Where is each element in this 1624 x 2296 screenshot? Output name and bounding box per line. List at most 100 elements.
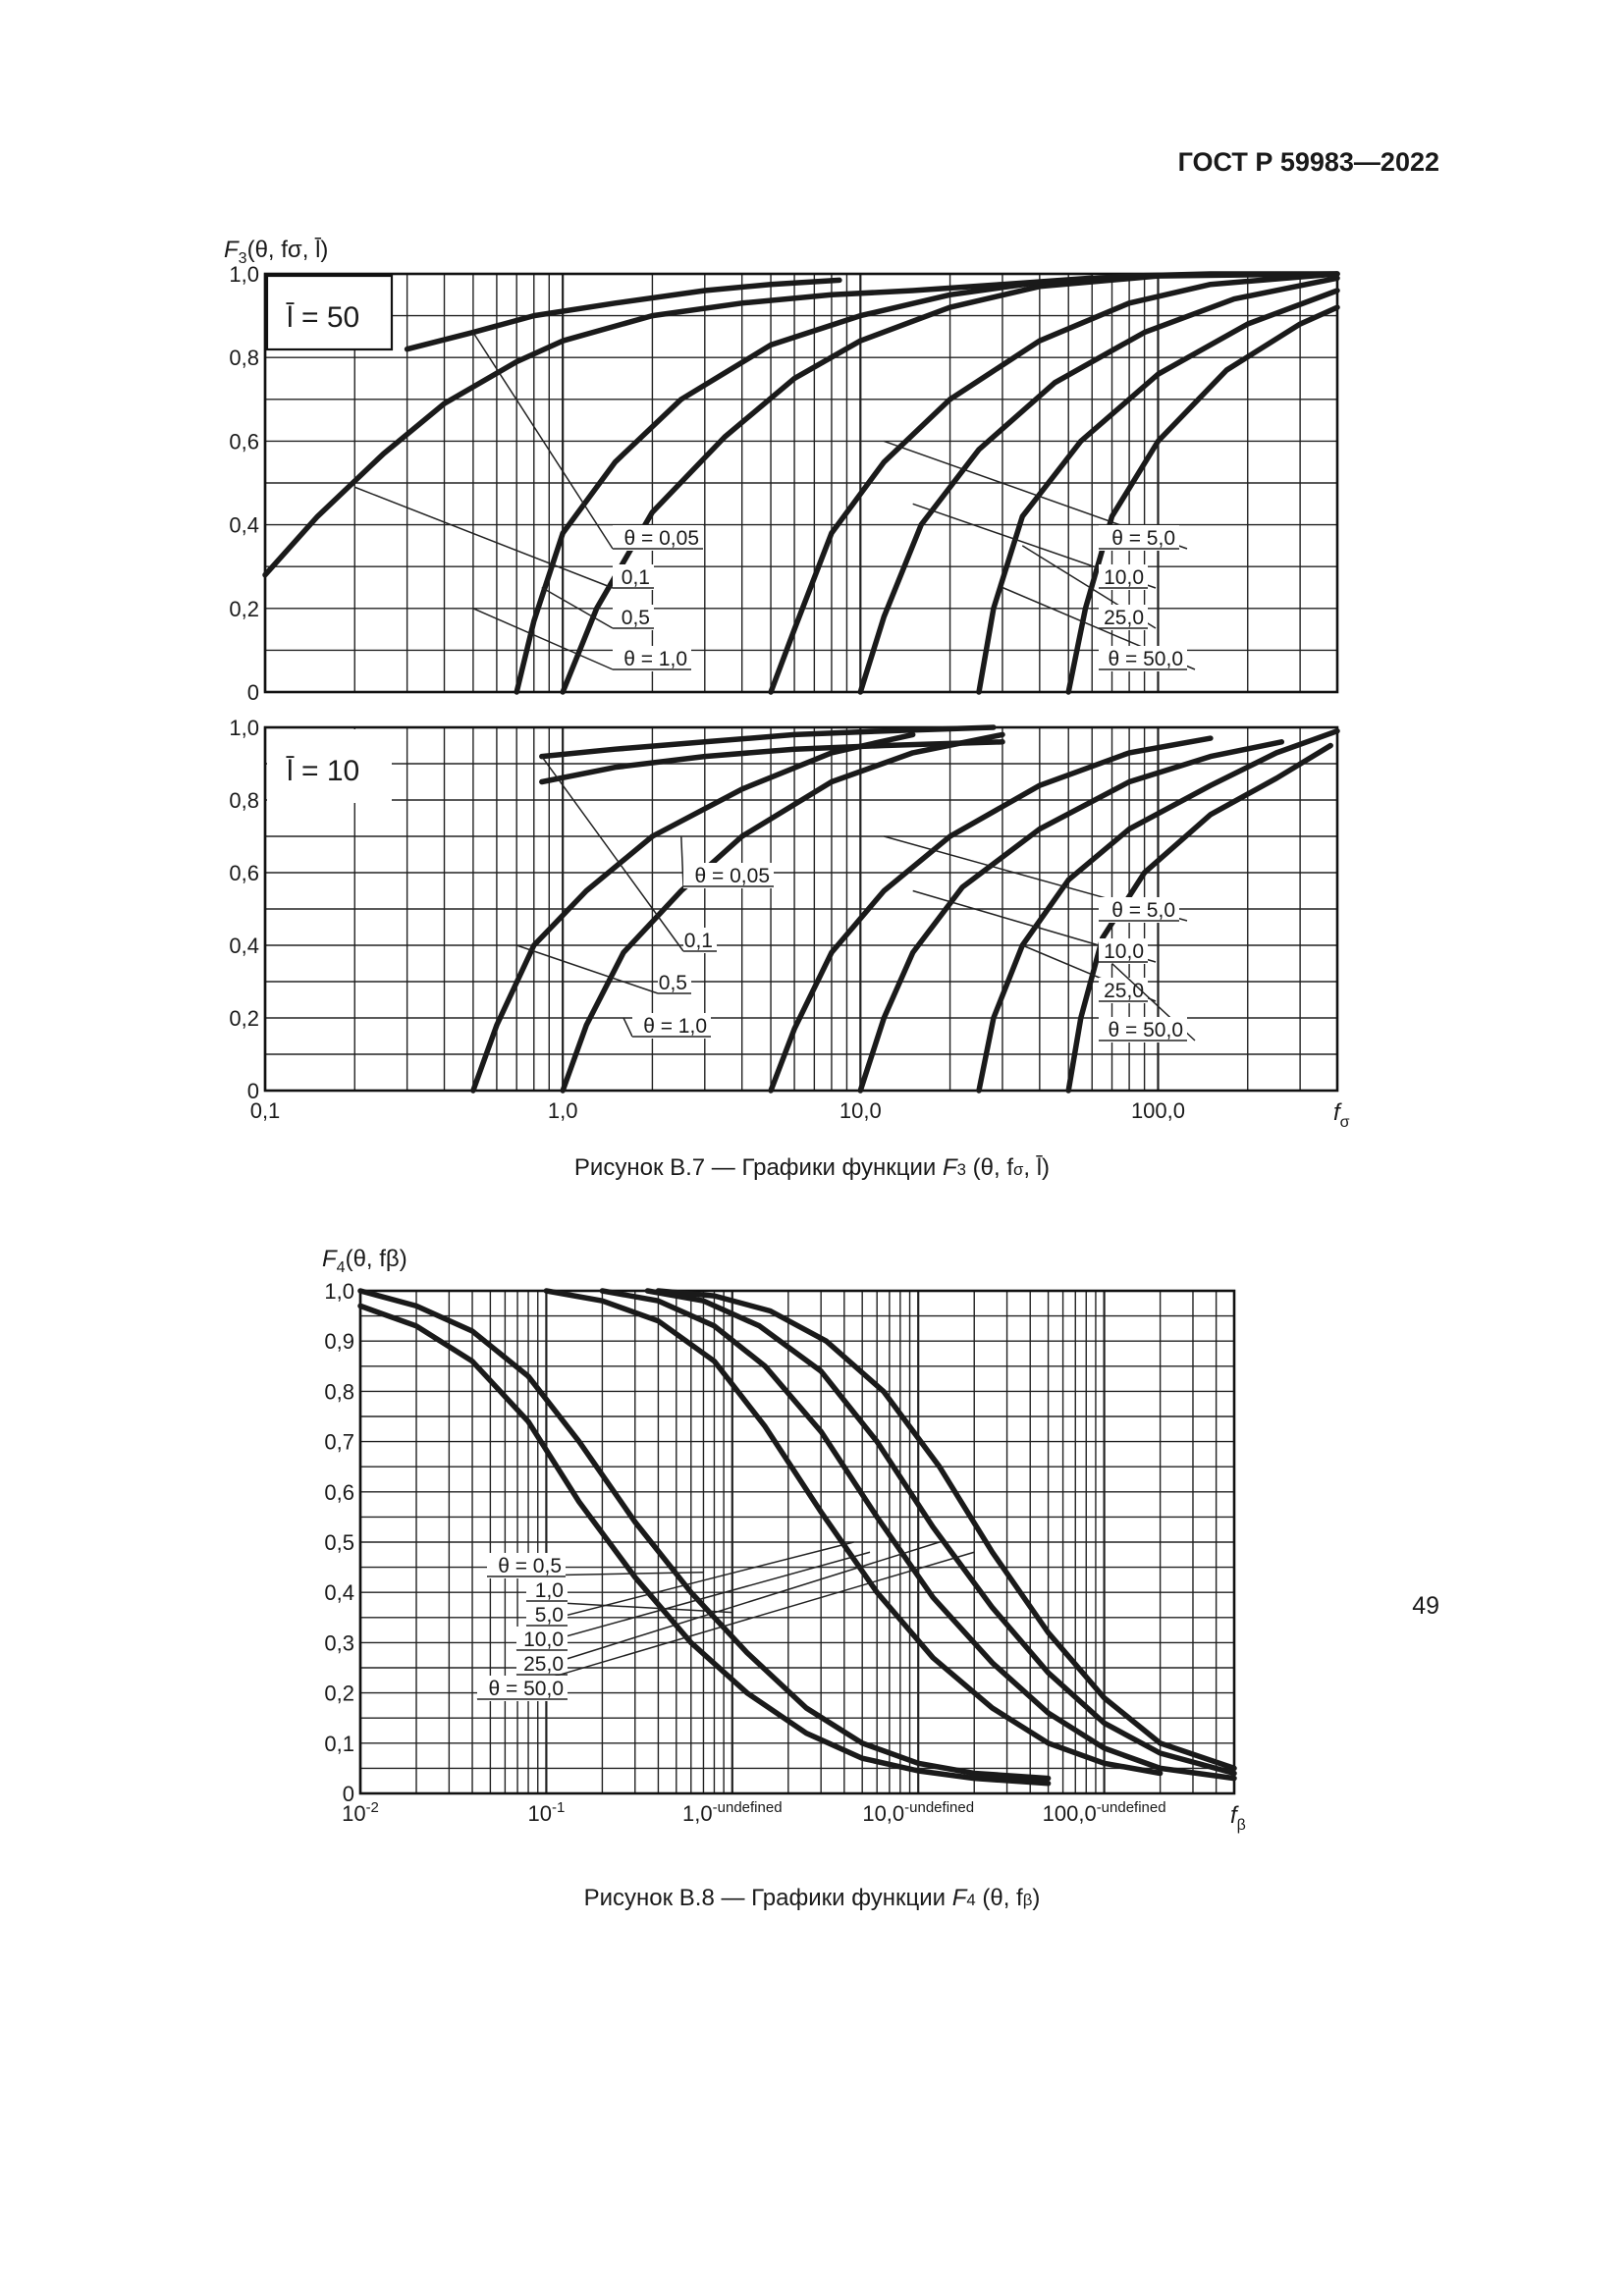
caption-func-sub: 3 <box>956 1160 967 1179</box>
label-leader <box>541 586 614 629</box>
series-line <box>539 739 1005 785</box>
y-axis-title-args: (θ, fβ) <box>346 1246 407 1272</box>
y-tick-label: 0 <box>247 1079 259 1103</box>
series-label: θ = 50,0 <box>1109 648 1183 670</box>
y-axis-title-sub: 4 <box>337 1259 346 1276</box>
y-tick-label: 0,8 <box>229 788 259 813</box>
y-tick-label: 0,5 <box>324 1530 354 1555</box>
label-bg <box>613 646 691 671</box>
y-tick-label: 0,6 <box>229 861 259 885</box>
label-leader <box>515 1551 871 1651</box>
series-label: 5,0 <box>535 1604 564 1627</box>
page-number: 49 <box>1412 1592 1439 1620</box>
series-line <box>857 739 1285 1094</box>
label-leader <box>515 1541 941 1676</box>
series-label: 1,0 <box>535 1579 564 1602</box>
x-tick-label: 100,0 <box>1131 1098 1185 1123</box>
series-label: 0,1 <box>622 566 650 589</box>
label-bg <box>487 1553 566 1578</box>
series-line <box>1065 742 1333 1094</box>
label-bg <box>1099 1017 1187 1042</box>
y-tick-label: 0,6 <box>324 1480 354 1505</box>
plot-frame <box>263 725 1339 1093</box>
y-tick-label: 0 <box>343 1782 354 1806</box>
panel-label: l̄ = 10 <box>286 755 360 787</box>
label-bg <box>613 564 654 590</box>
series-label: θ = 1,0 <box>623 648 687 670</box>
series-label: 0,1 <box>684 930 713 952</box>
y-tick-label: 0,8 <box>229 346 259 370</box>
series-line <box>357 1288 1052 1782</box>
figure-b8-caption: Рисунок В.8 — Графики функции F4 (θ, fβ) <box>0 1885 1624 1912</box>
x-tick-label: 0,1 <box>250 1098 281 1123</box>
series-label: 0,5 <box>659 972 687 994</box>
y-tick-label: 1,0 <box>229 716 259 740</box>
label-bg <box>1099 646 1187 671</box>
y-tick-label: 0,8 <box>324 1379 354 1404</box>
y-axis-title: F3(θ, fσ, l̄) <box>224 237 328 267</box>
series-label: 10,0 <box>523 1629 564 1651</box>
panel-label: l̄ = 50 <box>286 301 360 334</box>
caption-func: F <box>943 1154 957 1181</box>
y-axis-title-func: F <box>322 1246 338 1272</box>
label-leader <box>476 1551 975 1700</box>
label-bg <box>613 605 654 630</box>
series-label: θ = 0,5 <box>498 1555 562 1577</box>
y-tick-label: 0,3 <box>324 1630 354 1655</box>
series-line <box>357 1303 1052 1787</box>
figure-b7-caption: Рисунок В.7 — Графики функции F3 (θ, fσ,… <box>0 1154 1624 1182</box>
label-bg <box>683 863 774 888</box>
label-leader <box>525 1541 854 1627</box>
label-bg <box>1099 605 1148 630</box>
x-tick-exponent: -undefined <box>904 1799 974 1816</box>
x-tick-label: 10-1 <box>527 1799 565 1826</box>
series-line <box>1065 304 1340 695</box>
y-tick-label: 0 <box>247 680 259 705</box>
y-axis-title-sub: 3 <box>239 250 247 267</box>
panel-label-bg <box>267 729 392 803</box>
caption-prefix: Рисунок В.7 — Графики функции <box>573 1154 943 1181</box>
series-label: 10,0 <box>1104 566 1144 589</box>
y-axis-title: F4(θ, fβ) <box>322 1246 407 1276</box>
label-leader <box>541 756 684 952</box>
standard-header: ГОСТ Р 59983—2022 <box>1177 147 1439 177</box>
series-line <box>976 288 1340 695</box>
plot-frame <box>358 1289 1236 1795</box>
series-line <box>404 277 842 352</box>
series-label: 10,0 <box>1104 940 1144 963</box>
series-line <box>599 1288 1237 1782</box>
x-tick-exponent: -1 <box>552 1799 565 1816</box>
caption-func-sub: 4 <box>966 1891 976 1909</box>
caption-args-end: , l̄) <box>1023 1154 1051 1181</box>
series-label: θ = 5,0 <box>1111 899 1175 922</box>
series-label: θ = 50,0 <box>1109 1019 1183 1041</box>
label-bg <box>683 928 717 953</box>
label-bg <box>1099 564 1148 590</box>
label-bg <box>1099 525 1179 551</box>
y-tick-label: 1,0 <box>229 262 259 287</box>
label-leader <box>472 332 614 550</box>
series-line <box>655 1288 1237 1772</box>
label-leader <box>623 1017 633 1038</box>
label-bg <box>526 1577 568 1603</box>
y-tick-label: 0,9 <box>324 1329 354 1354</box>
y-tick-label: 0,4 <box>229 513 259 538</box>
x-axis-label-sub: β <box>1237 1817 1246 1834</box>
y-tick-label: 0,2 <box>229 1006 259 1031</box>
y-tick-label: 0,4 <box>324 1580 354 1605</box>
label-bg <box>1099 978 1148 1003</box>
series-label: θ = 0,05 <box>695 865 770 887</box>
x-axis-label-sub: σ <box>1340 1114 1350 1131</box>
plot-frame <box>263 272 1339 694</box>
x-tick-label: 100,0-undefined <box>1043 1799 1166 1826</box>
chart-f3-l10: 0 0,2 0,4 0,6 0,8 1,0 0,1 1,0 10,0 100,0 fσ θ = 0,0… <box>229 716 1349 1131</box>
label-bg <box>1099 897 1179 923</box>
y-tick-label: 0,6 <box>229 429 259 454</box>
panel-label-box <box>265 274 394 351</box>
label-leader <box>472 608 614 670</box>
label-bg <box>516 1651 568 1677</box>
series-line <box>560 731 1005 1094</box>
caption-args-end: ) <box>1032 1885 1041 1911</box>
label-bg <box>526 1602 568 1628</box>
